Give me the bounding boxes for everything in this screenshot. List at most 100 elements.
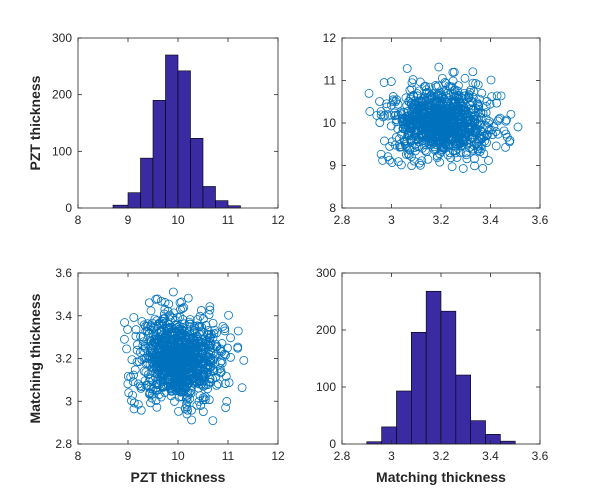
x-tick-label: 11: [222, 449, 235, 463]
scatter-point: [203, 330, 212, 340]
scatter-point: [460, 113, 470, 122]
y-tick-label: 3.2: [55, 352, 72, 366]
scatter-point: [404, 130, 414, 140]
scatter-point: [393, 99, 403, 109]
scatter-point: [147, 346, 157, 356]
scatter-point: [172, 342, 182, 352]
scatter-point: [177, 297, 186, 307]
scatter-point: [196, 379, 206, 389]
histogram-bar: [500, 440, 516, 445]
scatter-point: [131, 325, 141, 334]
scatter-point: [505, 136, 515, 145]
scatter-point: [195, 311, 205, 321]
x-axis-label: Matching thickness: [376, 469, 506, 485]
y-tick-label: 12: [323, 31, 337, 45]
x-tick-label: 3.6: [532, 213, 549, 227]
scatter-point: [440, 122, 450, 132]
subplot-bottom-left: 8 9 10 11 12 2.8 3 3.2 3.4 3.6 PZT thickness Matchi…: [27, 266, 285, 485]
scatter-point: [220, 379, 230, 388]
scatter-point: [184, 364, 194, 374]
scatter-point: [437, 99, 447, 108]
scatter-point: [159, 381, 169, 391]
scatter-point: [208, 416, 218, 426]
scatter-point: [170, 397, 179, 406]
scatter-point: [172, 363, 182, 373]
scatter-point: [177, 333, 187, 342]
scatter-point: [447, 82, 457, 92]
scatter-point: [441, 92, 451, 102]
scatter-point: [409, 100, 419, 110]
scatter-point: [442, 97, 451, 107]
scatter-point: [217, 358, 227, 368]
scatter-point: [473, 80, 483, 90]
scatter-point: [177, 364, 187, 373]
scatter-point: [233, 326, 243, 336]
scatter-point: [432, 82, 441, 92]
histogram-bar: [381, 426, 397, 445]
scatter-point: [202, 336, 212, 345]
x-tick-label: 9: [125, 449, 132, 463]
scatter-point: [160, 369, 170, 378]
scatter-point: [185, 327, 195, 336]
scatter-point: [136, 405, 146, 415]
scatter-point: [220, 324, 230, 333]
scatter-point: [458, 101, 468, 111]
scatter-point: [177, 366, 187, 376]
scatter-point: [131, 331, 141, 341]
scatter-point: [444, 81, 454, 91]
scatter-point: [404, 150, 414, 160]
scatter-point: [222, 397, 232, 406]
x-tick-label: 12: [271, 449, 285, 463]
scatter-point: [445, 140, 455, 150]
scatter-point: [464, 143, 474, 153]
histogram-bar: [112, 204, 129, 209]
scatter-point: [135, 348, 145, 357]
scatter-point: [434, 112, 444, 122]
histogram-bar: [470, 420, 486, 445]
scatter-point: [198, 407, 208, 417]
y-tick-label: 200: [316, 323, 336, 337]
x-tick-label: 10: [171, 213, 185, 227]
scatter-point: [144, 298, 154, 308]
scatter-point: [233, 343, 243, 353]
scatter-point: [120, 318, 129, 327]
scatter-point: [385, 155, 394, 165]
scatter-point: [212, 342, 221, 352]
scatter-point: [146, 398, 155, 408]
scatter-point: [132, 345, 142, 355]
scatter-point: [432, 131, 442, 141]
scatter-point: [376, 107, 386, 116]
scatter-point: [205, 305, 215, 315]
scatter-point: [388, 92, 398, 101]
y-tick-label: 100: [316, 380, 336, 394]
histogram-bar: [152, 100, 166, 209]
scatter-point: [177, 392, 187, 402]
scatter-point: [378, 112, 388, 122]
scatter-point: [153, 368, 162, 378]
scatter-point: [435, 122, 445, 132]
scatter-point: [468, 67, 478, 77]
scatter-point: [487, 92, 497, 101]
scatter-point: [495, 113, 505, 123]
scatter-point: [167, 327, 177, 337]
scatter-point: [460, 115, 470, 125]
scatter-point: [152, 385, 162, 395]
histogram-bar: [165, 54, 179, 209]
scatter-point: [204, 310, 214, 320]
scatter-point: [412, 120, 422, 130]
scatter-point: [382, 102, 392, 112]
scatter-point: [176, 331, 186, 341]
scatter-point: [146, 306, 156, 316]
histogram-bar: [440, 310, 457, 445]
scatter-point: [419, 119, 429, 129]
scatter-point: [406, 116, 416, 126]
scatter-point: [379, 78, 389, 87]
scatter-point: [201, 320, 211, 330]
scatter-point: [453, 111, 463, 121]
scatter-point: [170, 315, 180, 325]
scatter-point: [122, 344, 131, 354]
scatter-point: [123, 379, 133, 389]
scatter-point: [424, 88, 434, 98]
scatter-point: [479, 149, 489, 159]
scatter-point: [431, 81, 440, 90]
